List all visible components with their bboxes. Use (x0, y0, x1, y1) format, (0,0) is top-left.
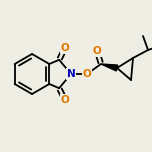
Text: O: O (61, 95, 69, 105)
Polygon shape (101, 64, 118, 71)
Text: O: O (83, 69, 91, 79)
Text: O: O (93, 46, 101, 56)
Text: O: O (61, 43, 69, 53)
Text: N: N (67, 69, 75, 79)
